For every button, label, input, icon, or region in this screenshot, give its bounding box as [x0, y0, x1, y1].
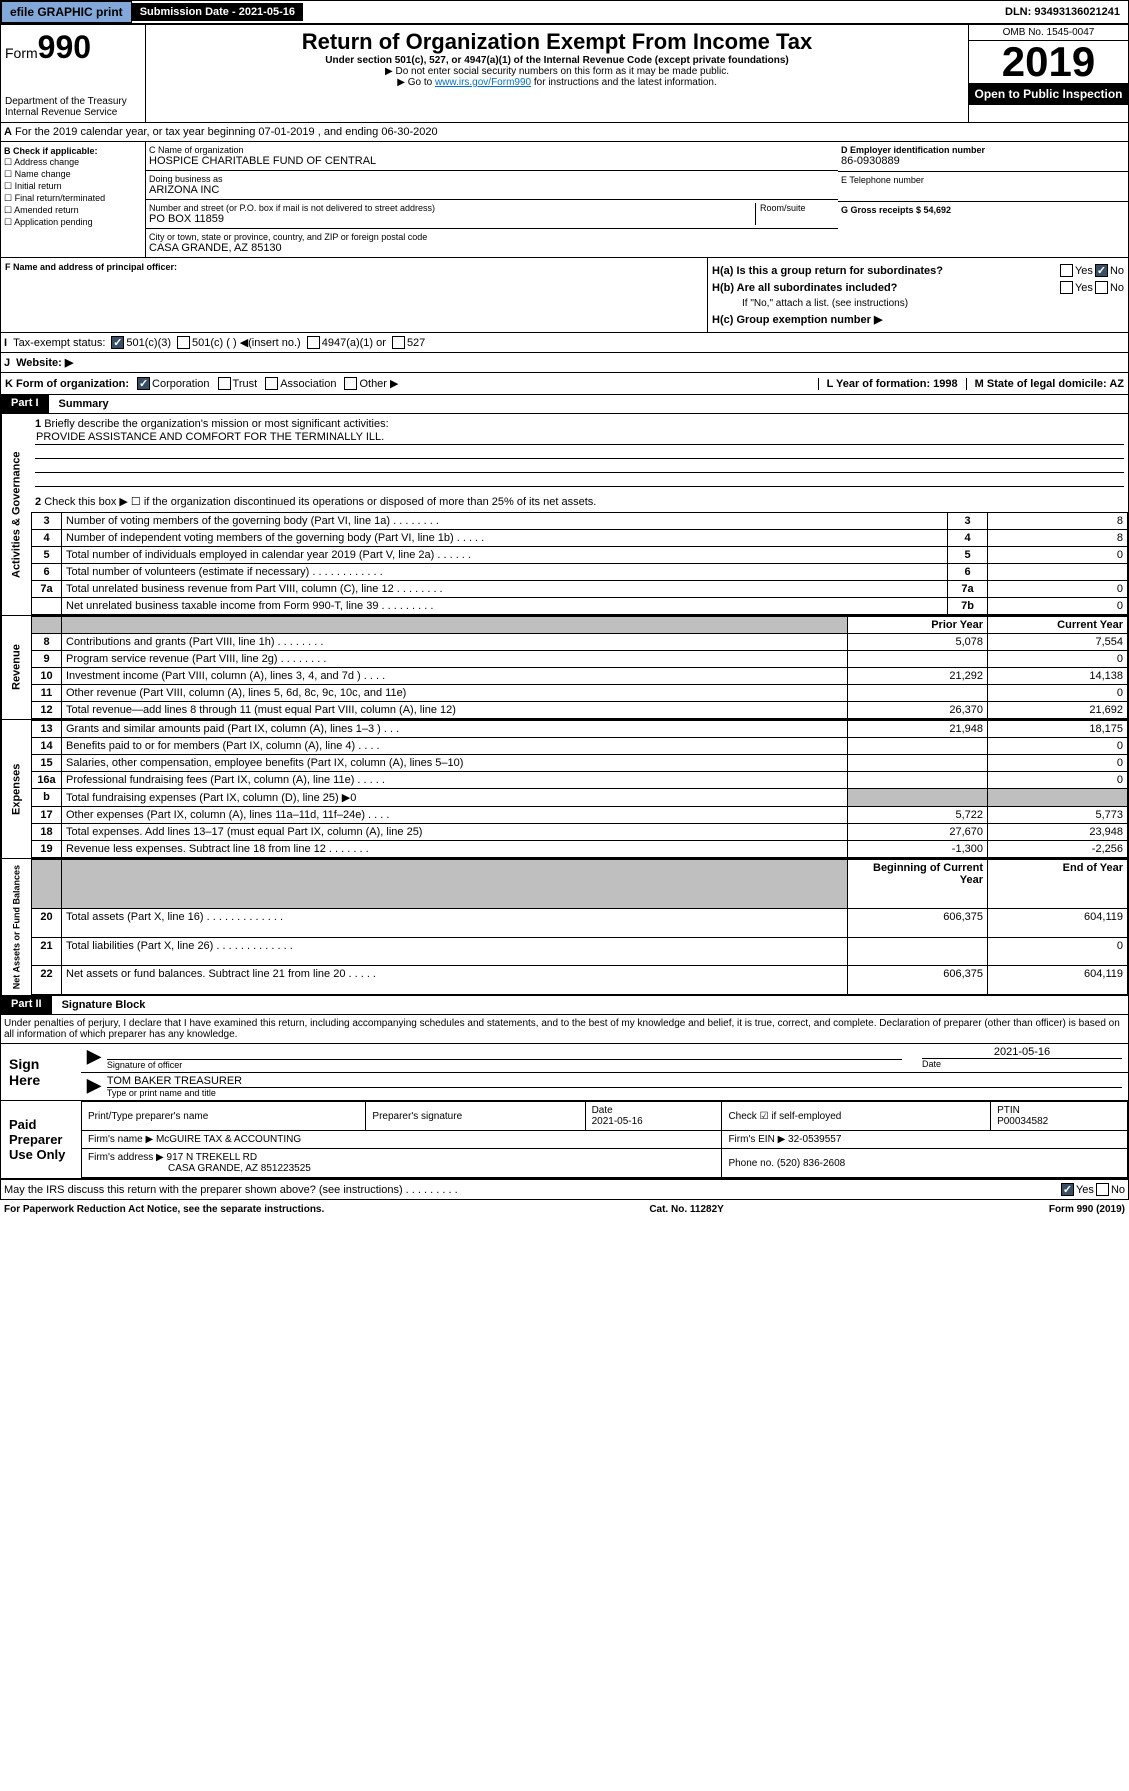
signature-block: Sign Here ▶Signature of officer2021-05-1…	[0, 1044, 1129, 1180]
box-c: C Name of organizationHOSPICE CHARITABLE…	[146, 142, 838, 257]
city-state-zip: CASA GRANDE, AZ 85130	[149, 242, 835, 254]
form-label: Form	[5, 45, 38, 61]
state-domicile: M State of legal domicile: AZ	[966, 378, 1124, 390]
firm-name: McGUIRE TAX & ACCOUNTING	[156, 1134, 301, 1145]
box-deg: D Employer identification number86-09308…	[838, 142, 1128, 257]
vert-revenue: Revenue	[1, 616, 31, 719]
net-assets-table: Beginning of Current YearEnd of Year20To…	[31, 859, 1128, 995]
org-name: HOSPICE CHARITABLE FUND OF CENTRAL	[149, 155, 835, 167]
ptin: P00034582	[997, 1116, 1048, 1127]
net-assets-section: Net Assets or Fund Balances Beginning of…	[0, 859, 1129, 996]
note-goto-pre: ▶ Go to	[397, 77, 435, 88]
form-header: Form990 Department of the Treasury Inter…	[0, 24, 1129, 123]
revenue-section: Revenue Prior YearCurrent Year8Contribut…	[0, 616, 1129, 720]
part1-header: Part ISummary	[0, 395, 1129, 414]
address: PO BOX 11859	[149, 213, 755, 225]
governance-table: 3Number of voting members of the governi…	[31, 512, 1128, 615]
activities-governance-section: Activities & Governance 1 Briefly descri…	[0, 414, 1129, 616]
entity-block: B Check if applicable: ☐ Address change …	[0, 142, 1129, 258]
note-ssn: ▶ Do not enter social security numbers o…	[150, 66, 964, 77]
dln: DLN: 93493136021241	[997, 3, 1128, 21]
mission: PROVIDE ASSISTANCE AND COMFORT FOR THE T…	[35, 430, 1124, 445]
form-footer: For Paperwork Reduction Act Notice, see …	[0, 1200, 1129, 1219]
note-goto-post: for instructions and the latest informat…	[531, 77, 717, 88]
tax-year: 2019	[969, 41, 1128, 83]
vert-governance: Activities & Governance	[1, 414, 31, 615]
dept-label: Department of the Treasury	[5, 96, 141, 107]
tax-period: A For the 2019 calendar year, or tax yea…	[0, 123, 1129, 142]
ein: 86-0930889	[841, 155, 1125, 167]
vert-net-assets: Net Assets or Fund Balances	[1, 859, 31, 995]
box-j: JWebsite: ▶	[0, 353, 1129, 373]
firm-address: 917 N TREKELL RD	[167, 1152, 258, 1163]
firm-phone: Phone no. (520) 836-2608	[722, 1149, 1128, 1178]
officer-h-block: F Name and address of principal officer:…	[0, 258, 1129, 333]
open-to-public: Open to Public Inspection	[969, 83, 1128, 105]
officer-name: TOM BAKER TREASURER	[107, 1075, 1122, 1088]
form-title: Return of Organization Exempt From Incom…	[150, 29, 964, 55]
part2-header: Part IISignature Block	[0, 996, 1129, 1015]
dba: ARIZONA INC	[149, 184, 835, 196]
form-subtitle: Under section 501(c), 527, or 4947(a)(1)…	[150, 55, 964, 66]
box-klm: K Form of organization: ✓Corporation Tru…	[0, 373, 1129, 395]
submission-date: Submission Date - 2021-05-16	[132, 3, 303, 21]
arrow-icon: ▶	[87, 1046, 101, 1070]
irs-link[interactable]: www.irs.gov/Form990	[435, 77, 531, 88]
sign-date: 2021-05-16	[922, 1046, 1122, 1059]
form-number: 990	[38, 29, 91, 65]
expenses-table: 13Grants and similar amounts paid (Part …	[31, 720, 1128, 858]
arrow-icon: ▶	[87, 1075, 101, 1098]
discuss-row: May the IRS discuss this return with the…	[0, 1180, 1129, 1200]
gross-receipts: G Gross receipts $ 54,692	[841, 205, 1125, 215]
revenue-table: Prior YearCurrent Year8Contributions and…	[31, 616, 1128, 719]
box-i: ITax-exempt status: ✓501(c)(3) 501(c) ( …	[0, 333, 1129, 353]
vert-expenses: Expenses	[1, 720, 31, 858]
irs-label: Internal Revenue Service	[5, 107, 141, 118]
preparer-table: Print/Type preparer's namePreparer's sig…	[81, 1101, 1128, 1178]
firm-ein: Firm's EIN ▶ 32-0539557	[722, 1131, 1128, 1149]
year-formation: L Year of formation: 1998	[818, 378, 958, 390]
expenses-section: Expenses 13Grants and similar amounts pa…	[0, 720, 1129, 859]
efile-button[interactable]: efile GRAPHIC print	[1, 1, 132, 23]
perjury-statement: Under penalties of perjury, I declare th…	[0, 1015, 1129, 1044]
topbar: efile GRAPHIC print Submission Date - 20…	[0, 0, 1129, 24]
box-b: B Check if applicable: ☐ Address change …	[1, 142, 146, 257]
